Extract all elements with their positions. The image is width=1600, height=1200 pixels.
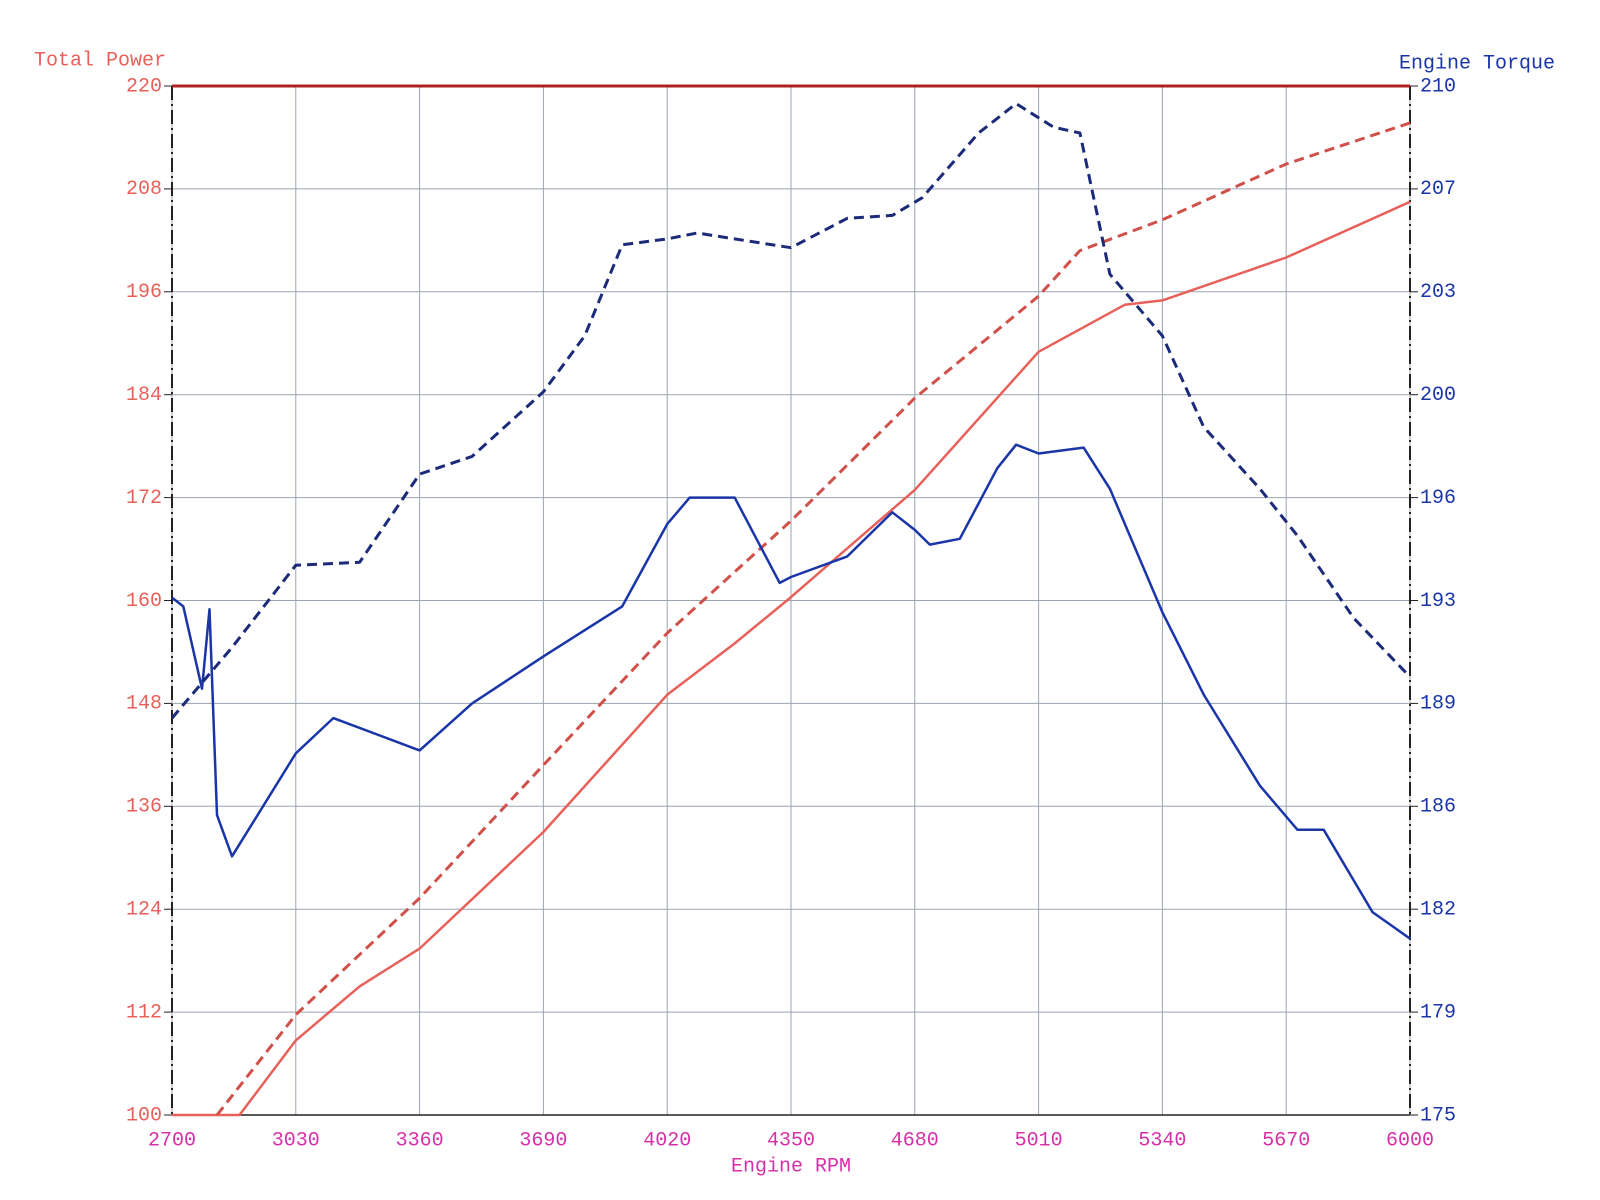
- y2-tick-label: 196: [1420, 487, 1456, 510]
- y-axis-title: Total Power: [34, 49, 166, 72]
- x-tick-label: 4020: [643, 1129, 691, 1152]
- y-tick-label: 136: [126, 796, 162, 819]
- x-tick-label: 2700: [148, 1129, 196, 1152]
- x-tick-label: 3030: [272, 1129, 320, 1152]
- y2-axis-title: Engine Torque: [1399, 52, 1555, 75]
- y-tick-label: 196: [126, 281, 162, 304]
- x-tick-label: 4350: [767, 1129, 815, 1152]
- y-tick-label: 172: [126, 487, 162, 510]
- y2-tick-label: 182: [1420, 898, 1456, 921]
- data-line: [170, 102, 1412, 720]
- y2-tick-label: 189: [1420, 693, 1456, 716]
- data-line: [215, 121, 1411, 1116]
- y2-tick-label: 203: [1420, 281, 1456, 304]
- y2-tick-label: 179: [1420, 1001, 1456, 1024]
- y2-tick-label: 200: [1420, 384, 1456, 407]
- y2-tick-label: 193: [1420, 590, 1456, 613]
- y-tick-label: 124: [126, 898, 162, 921]
- x-tick-label: 3690: [519, 1129, 567, 1152]
- data-line: [172, 200, 1411, 1117]
- x-tick-label: 5670: [1262, 1129, 1310, 1152]
- data-line: [171, 443, 1411, 940]
- x-tick-label: 3360: [396, 1129, 444, 1152]
- y2-tick-label: 210: [1420, 75, 1456, 98]
- x-tick-label: 4680: [891, 1129, 939, 1152]
- x-axis-title: Engine RPM: [731, 1155, 851, 1178]
- y-tick-label: 220: [126, 75, 162, 98]
- x-tick-label: 5340: [1138, 1129, 1186, 1152]
- y2-tick-label: 207: [1420, 178, 1456, 201]
- y-tick-label: 160: [126, 590, 162, 613]
- y2-tick-label: 186: [1420, 796, 1456, 819]
- y-tick-label: 112: [126, 1001, 162, 1024]
- x-tick-label: 6000: [1386, 1129, 1434, 1152]
- y2-tick-label: 175: [1420, 1104, 1456, 1127]
- y-tick-label: 148: [126, 693, 162, 716]
- y-tick-label: 100: [126, 1104, 162, 1127]
- x-tick-label: 5010: [1015, 1129, 1063, 1152]
- y-tick-label: 208: [126, 178, 162, 201]
- y-tick-label: 184: [126, 384, 162, 407]
